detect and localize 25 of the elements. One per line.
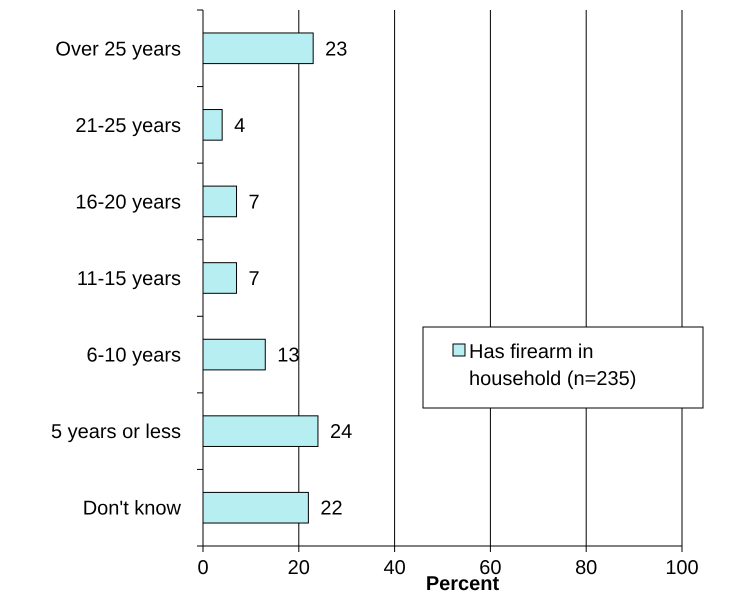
bar [202, 109, 223, 141]
data-label: 7 [248, 191, 260, 214]
x-tick-label: 100 [665, 557, 699, 579]
bar [202, 186, 238, 218]
data-label: 24 [330, 421, 352, 444]
data-label: 4 [234, 114, 246, 137]
y-tick-label: Over 25 years [55, 38, 181, 60]
data-label: 23 [325, 38, 348, 60]
y-tick-label: 5 years or less [50, 421, 181, 444]
x-tick-label: 40 [383, 557, 406, 579]
data-label: 7 [248, 268, 260, 290]
x-tick-label: 0 [197, 557, 209, 579]
legend-label: Has firearm in household (n=235) [469, 341, 636, 390]
bar [202, 262, 238, 294]
y-tick-label: Don't know [82, 498, 182, 520]
x-tick-label: 80 [575, 557, 598, 579]
y-tick-label: 6-10 years [86, 344, 181, 367]
data-label: 22 [320, 498, 343, 520]
x-axis-title: Percent [426, 573, 500, 595]
data-label: 13 [277, 344, 300, 367]
y-tick-label: 16-20 years [75, 191, 181, 214]
x-tick-label: 20 [288, 557, 310, 579]
bar [202, 338, 266, 370]
y-tick-label: 21-25 years [75, 114, 181, 137]
y-tick-label: 11-15 years [76, 268, 181, 290]
